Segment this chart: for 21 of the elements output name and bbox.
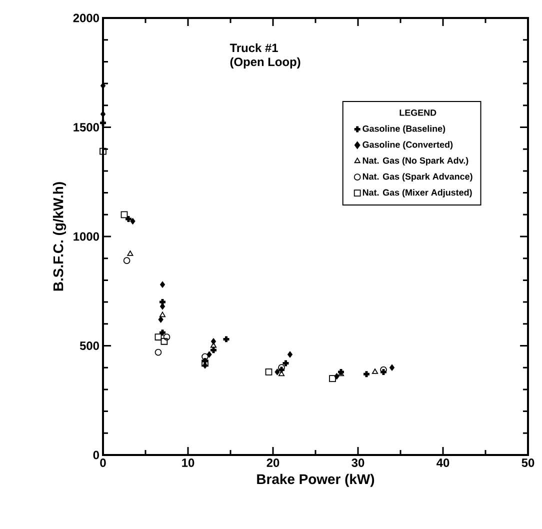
x-tick-label: 40: [436, 458, 450, 467]
text: Truck #1: [230, 43, 278, 52]
legend-label: Gasoline (Converted): [362, 141, 453, 150]
y-axis-title: B.S.F.C. (g/kW.h): [52, 182, 66, 291]
y-tick-label: 1500: [74, 123, 99, 132]
y-tick-label: 500: [80, 342, 99, 350]
legend-label: Nat. Gas (Mixer Adjusted): [362, 189, 472, 198]
legend-title: LEGEND: [400, 109, 436, 116]
y-tick-label: 1000: [74, 232, 99, 241]
legend-label: Nat. Gas (No Spark Adv.): [362, 157, 468, 166]
y-tick-label: 2000: [73, 14, 99, 22]
x-tick-label: 0: [100, 458, 106, 467]
x-axis-title: Brake Power (kW): [257, 474, 374, 487]
legend-label: Gasoline (Baseline): [362, 125, 446, 134]
x-tick-label: 20: [266, 458, 280, 467]
x-tick-label: 30: [352, 458, 364, 468]
x-tick-label: 10: [182, 458, 194, 467]
x-tick-label: 50: [522, 458, 534, 467]
legend-label: Nat. Gas (Spark Advance): [362, 173, 472, 182]
y-tick-label: 0: [93, 450, 99, 460]
text: (Open Loop): [230, 57, 300, 68]
